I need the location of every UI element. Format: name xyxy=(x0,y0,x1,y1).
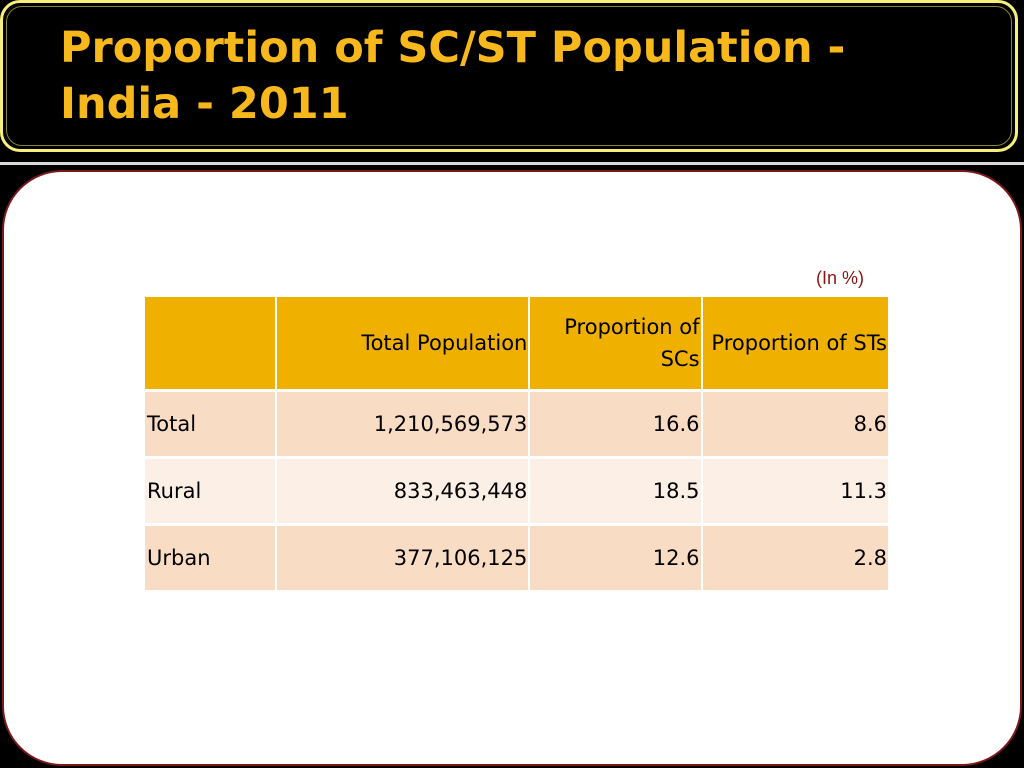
proportion-st-cell: 2.8 xyxy=(701,524,888,593)
row-label: Rural xyxy=(145,457,277,526)
row-label: Urban xyxy=(145,524,277,593)
divider-line xyxy=(0,162,1024,165)
slide-title: Proportion of SC/ST Population - India -… xyxy=(60,23,846,129)
proportion-st-cell: 8.6 xyxy=(701,390,888,459)
title-bar xyxy=(0,0,1018,152)
table-row: Urban 377,106,125 12.6 2.8 xyxy=(145,524,888,593)
header-cell-proportion-scs: Proportion of SCs xyxy=(529,297,703,392)
unit-note: (In %) xyxy=(816,268,865,288)
header-cell-total-population: Total Population xyxy=(275,297,531,392)
row-label: Total xyxy=(145,390,277,459)
total-population-cell: 377,106,125 xyxy=(275,524,531,593)
proportion-sc-cell: 16.6 xyxy=(529,390,703,459)
header-cell-proportion-sts: Proportion of STs xyxy=(701,297,888,392)
table-header-row: Total Population Proportion of SCs Propo… xyxy=(145,297,888,392)
table-row: Rural 833,463,448 18.5 11.3 xyxy=(145,457,888,526)
title-bar-inner-border xyxy=(6,6,1012,146)
header-cell-blank xyxy=(145,297,277,392)
proportion-sc-cell: 12.6 xyxy=(529,524,703,593)
table-row: Total 1,210,569,573 16.6 8.6 xyxy=(145,390,888,459)
proportion-sc-cell: 18.5 xyxy=(529,457,703,526)
proportion-st-cell: 11.3 xyxy=(701,457,888,526)
population-table: Total Population Proportion of SCs Propo… xyxy=(145,297,888,593)
total-population-cell: 1,210,569,573 xyxy=(275,390,531,459)
total-population-cell: 833,463,448 xyxy=(275,457,531,526)
